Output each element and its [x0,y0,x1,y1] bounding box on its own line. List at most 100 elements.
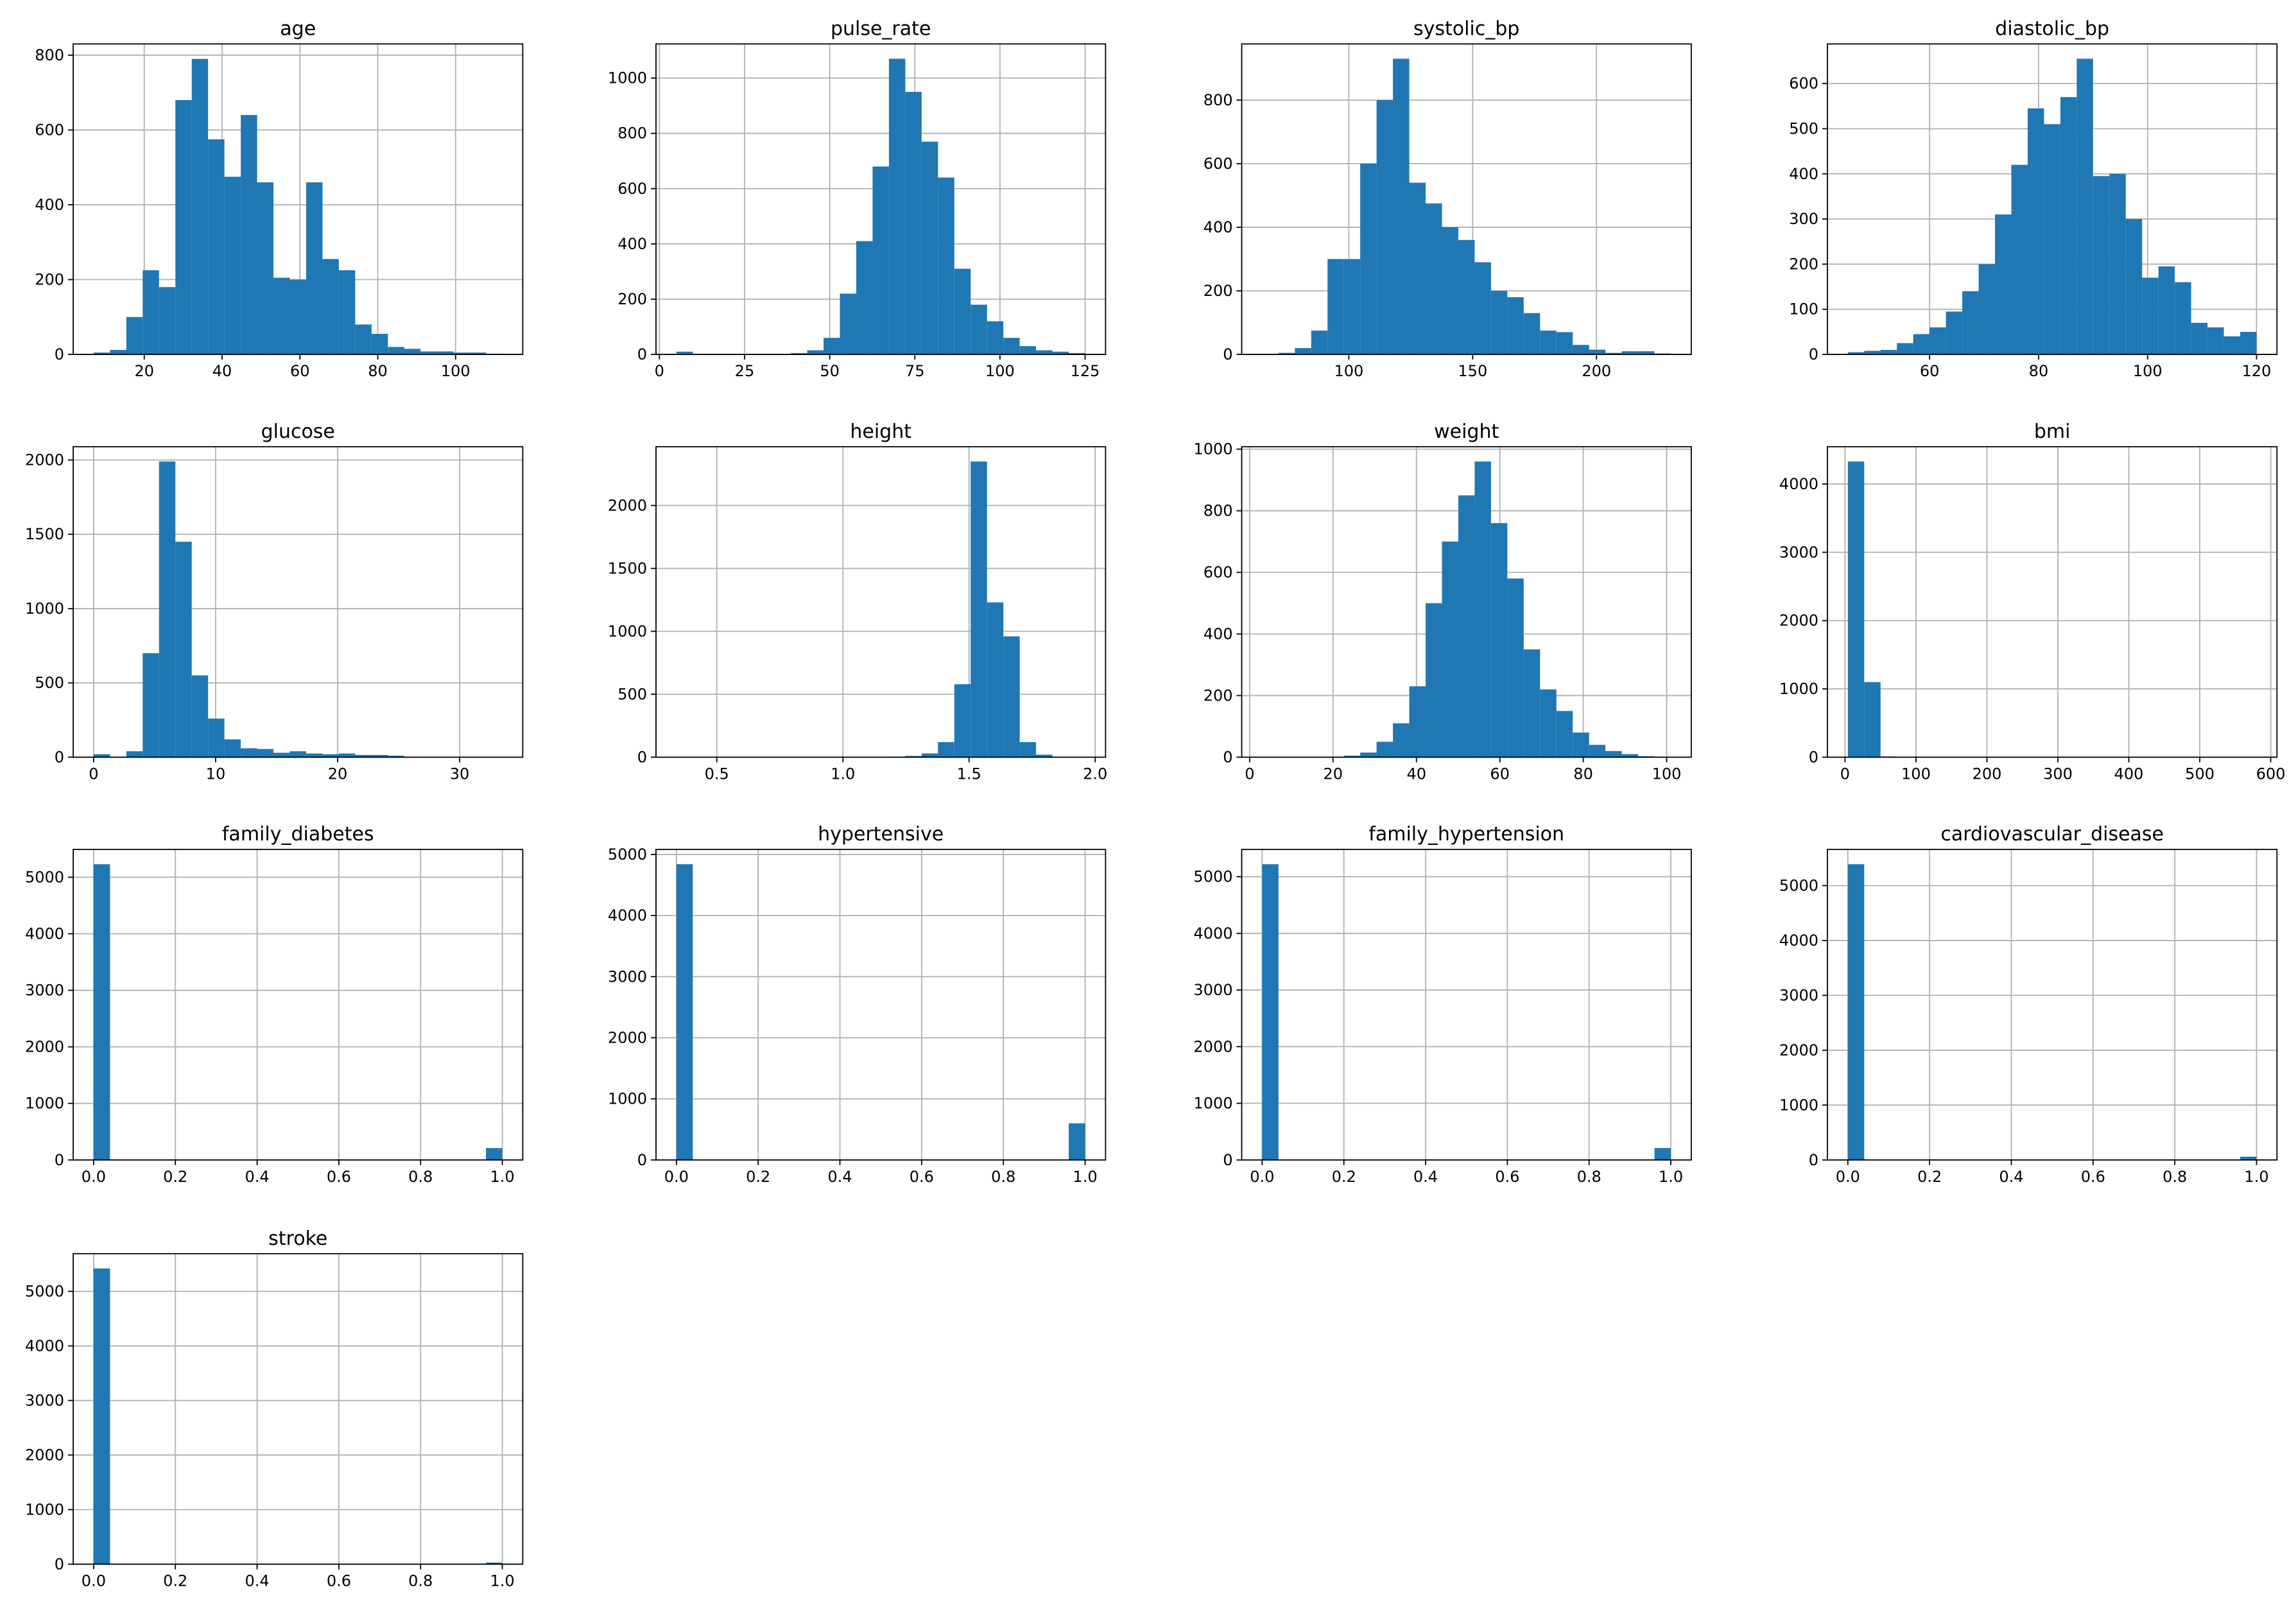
histogram-bar [1426,603,1442,758]
x-tick-label: 30 [450,765,470,783]
histogram-bar [257,749,274,758]
y-tick-label: 1000 [1193,1095,1232,1113]
histogram-bar [126,317,143,355]
histogram-bar [1507,578,1524,758]
x-tick-label: 0.0 [82,1572,106,1590]
histogram-bar [1523,649,1541,758]
histogram-bar [1069,352,1085,355]
histogram-bar [1573,345,1589,355]
histogram-bar [1376,742,1394,758]
y-tick-label: 0 [1223,345,1232,363]
histogram-bar [1311,330,1328,355]
x-tick-label: 1.0 [2244,1168,2268,1186]
histogram-bar [273,277,290,355]
histogram-bar [241,115,257,355]
axes-frame [655,446,1107,758]
x-tick-label: 60 [1920,362,1940,380]
histogram-bar [856,241,873,355]
x-tick-label: 400 [2114,765,2144,783]
y-tick-label: 1000 [25,600,64,618]
histogram-bar [338,270,356,355]
subplot: 0 100 200 300 400 500 600 0 1000 2000 3000 4000 bmi [1779,421,2286,783]
subplot-title: glucose [261,421,335,443]
y-tick-label: 1500 [608,559,647,577]
histogram-bar [469,352,487,355]
x-tick-label: 25 [735,362,755,380]
y-tick-label: 0 [55,1151,64,1169]
histogram-bar [142,653,159,758]
subplot: 0 10 20 30 0 500 1000 1500 2000 glucose [25,421,524,783]
histogram-bar [175,541,192,758]
x-tick-label: 0.6 [2081,1168,2105,1186]
histogram-bar [1847,352,1865,355]
histogram-bar [1621,351,1639,355]
histogram-bar [110,350,126,355]
y-tick-label: 5000 [608,846,647,863]
x-tick-label: 0 [655,362,664,380]
y-tick-label: 0 [637,1151,647,1169]
y-tick-label: 3000 [1193,981,1232,999]
histogram-bar [93,864,110,1160]
x-tick-label: 0.2 [1332,1168,1356,1186]
histogram-bar [1393,723,1410,758]
y-tick-label: 2000 [25,451,64,469]
subplot: 0.0 0.2 0.4 0.6 0.8 1.0 0 1000 2000 3000 4000 5000 h… [608,823,1107,1186]
histogram-bar [1036,754,1053,758]
y-tick-label: 400 [1204,625,1233,643]
histogram-bar [1426,203,1442,355]
histogram-bar [93,1268,110,1565]
histogram-bar [388,347,404,355]
histogram-bar [1036,350,1053,355]
y-tick-label: 1000 [608,69,647,87]
x-tick-label: 0.0 [664,1168,689,1186]
histogram-bar [371,754,388,758]
subplot: 100 150 200 0 200 400 600 800 systolic_bp [1204,17,1692,380]
x-tick-label: 20 [1324,765,1343,783]
subplot: 0.5 1.0 1.5 2.0 0 500 1000 1500 2000 height [608,421,1107,783]
y-tick-label: 3000 [608,968,647,985]
y-tick-label: 400 [1789,165,1818,183]
x-tick-label: 0.2 [163,1168,187,1186]
y-tick-label: 1000 [1779,1096,1818,1114]
y-tick-label: 500 [1789,119,1818,137]
y-tick-label: 4000 [25,924,64,942]
histogram-bar [2076,58,2093,355]
histogram-bar [1278,352,1295,355]
histogram-bar [1507,297,1524,355]
y-tick-label: 200 [35,271,64,289]
histogram-bar [486,1562,503,1565]
histogram-bar [1490,523,1508,758]
subplot-title: cardiovascular_disease [1940,823,2164,846]
histogram-bar [191,675,209,758]
histogram-bar [404,349,421,355]
axes-frame [73,446,524,758]
subplot-title: weight [1434,421,1499,443]
histogram-bar [1605,751,1622,758]
histogram-bar [987,321,1004,355]
histogram-bar [1523,313,1541,355]
x-tick-label: 0.8 [408,1168,433,1186]
histogram-bar [2158,266,2175,355]
histogram-bar [2109,173,2126,355]
histogram-bar [306,753,323,758]
histogram-bar [1343,756,1361,758]
x-tick-label: 75 [905,362,925,380]
x-tick-label: 300 [2043,765,2073,783]
y-tick-label: 4000 [25,1337,64,1355]
y-tick-label: 5000 [1193,868,1232,886]
x-tick-label: 0.8 [991,1168,1015,1186]
histogram-bar [322,754,339,758]
histogram-bar [224,739,241,758]
subplot-title: age [280,17,316,40]
subplot-title: family_diabetes [222,823,374,846]
x-tick-label: 100 [441,362,470,380]
histogram-bar [1864,351,1881,355]
subplot: 0.0 0.2 0.4 0.6 0.8 1.0 0 1000 2000 3000 4000 5000 s… [25,1228,524,1590]
histogram-bar [371,334,388,355]
histogram-bar [1295,348,1311,355]
y-tick-label: 400 [35,196,64,214]
histogram-bar [191,58,209,355]
y-tick-label: 2000 [1779,612,1818,630]
subplot-title: family_hypertension [1368,823,1564,846]
axes-frame [73,43,524,355]
